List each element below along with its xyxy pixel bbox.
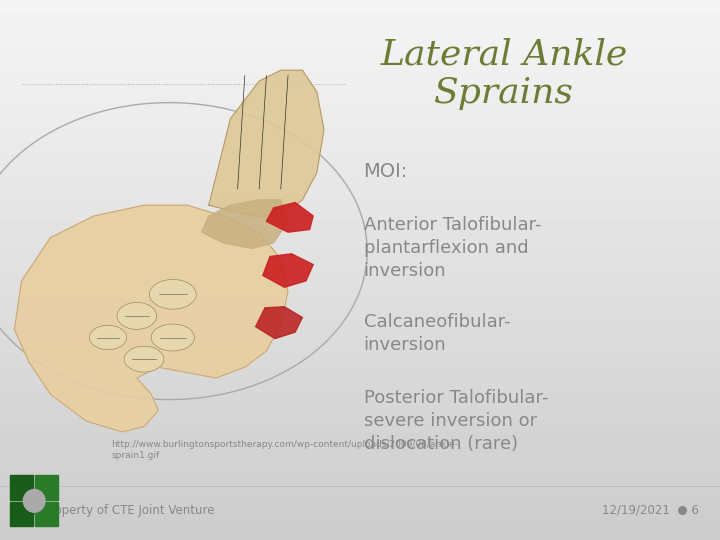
Ellipse shape	[150, 280, 196, 309]
Polygon shape	[209, 70, 324, 216]
Text: Anterior Talofibular-
plantarflexion and
inversion: Anterior Talofibular- plantarflexion and…	[364, 216, 541, 280]
Ellipse shape	[151, 324, 194, 351]
Polygon shape	[35, 475, 58, 500]
Ellipse shape	[125, 346, 164, 372]
Text: Posterior Talofibular-
severe inversion or
dislocation (rare): Posterior Talofibular- severe inversion …	[364, 389, 548, 453]
Polygon shape	[263, 254, 313, 287]
Text: ● Property of CTE Joint Venture: ● Property of CTE Joint Venture	[29, 504, 215, 517]
Polygon shape	[35, 502, 58, 526]
Text: MOI:: MOI:	[364, 162, 408, 181]
Polygon shape	[266, 202, 313, 232]
Polygon shape	[202, 200, 288, 248]
Ellipse shape	[89, 325, 127, 350]
Ellipse shape	[117, 302, 157, 329]
Text: 12/19/2021  ● 6: 12/19/2021 ● 6	[601, 504, 698, 517]
Polygon shape	[10, 475, 33, 500]
Text: Lateral Ankle
Sprains: Lateral Ankle Sprains	[380, 38, 628, 110]
Circle shape	[23, 489, 45, 512]
Text: Calcaneofibular-
inversion: Calcaneofibular- inversion	[364, 313, 510, 354]
Polygon shape	[14, 205, 288, 432]
Polygon shape	[256, 307, 302, 339]
Text: http://www.burlingtonsportstherapy.com/wp-content/uploads/2009/08/ankle-
sprain1: http://www.burlingtonsportstherapy.com/w…	[112, 440, 459, 460]
Polygon shape	[10, 502, 33, 526]
